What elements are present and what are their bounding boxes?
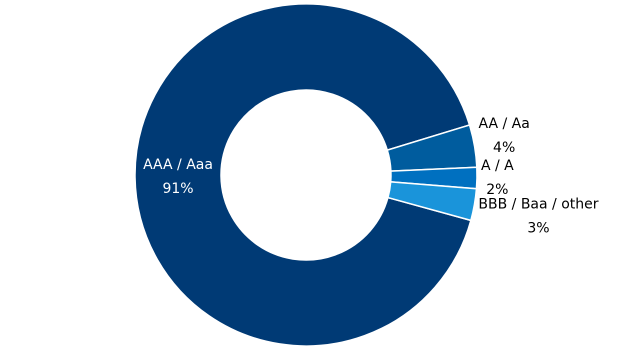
slice-label: AAA / Aaa (143, 157, 213, 173)
slice-label: AA / Aa (479, 116, 530, 132)
value-label: 2% (486, 182, 508, 198)
slice (387, 181, 478, 222)
slice-label: A / A (481, 158, 514, 174)
value-label: 3% (527, 221, 549, 237)
slice-label: BBB / Baa / other (478, 197, 598, 213)
value-label: 91% (162, 181, 193, 197)
slice (134, 3, 472, 347)
value-label: 4% (493, 140, 515, 156)
